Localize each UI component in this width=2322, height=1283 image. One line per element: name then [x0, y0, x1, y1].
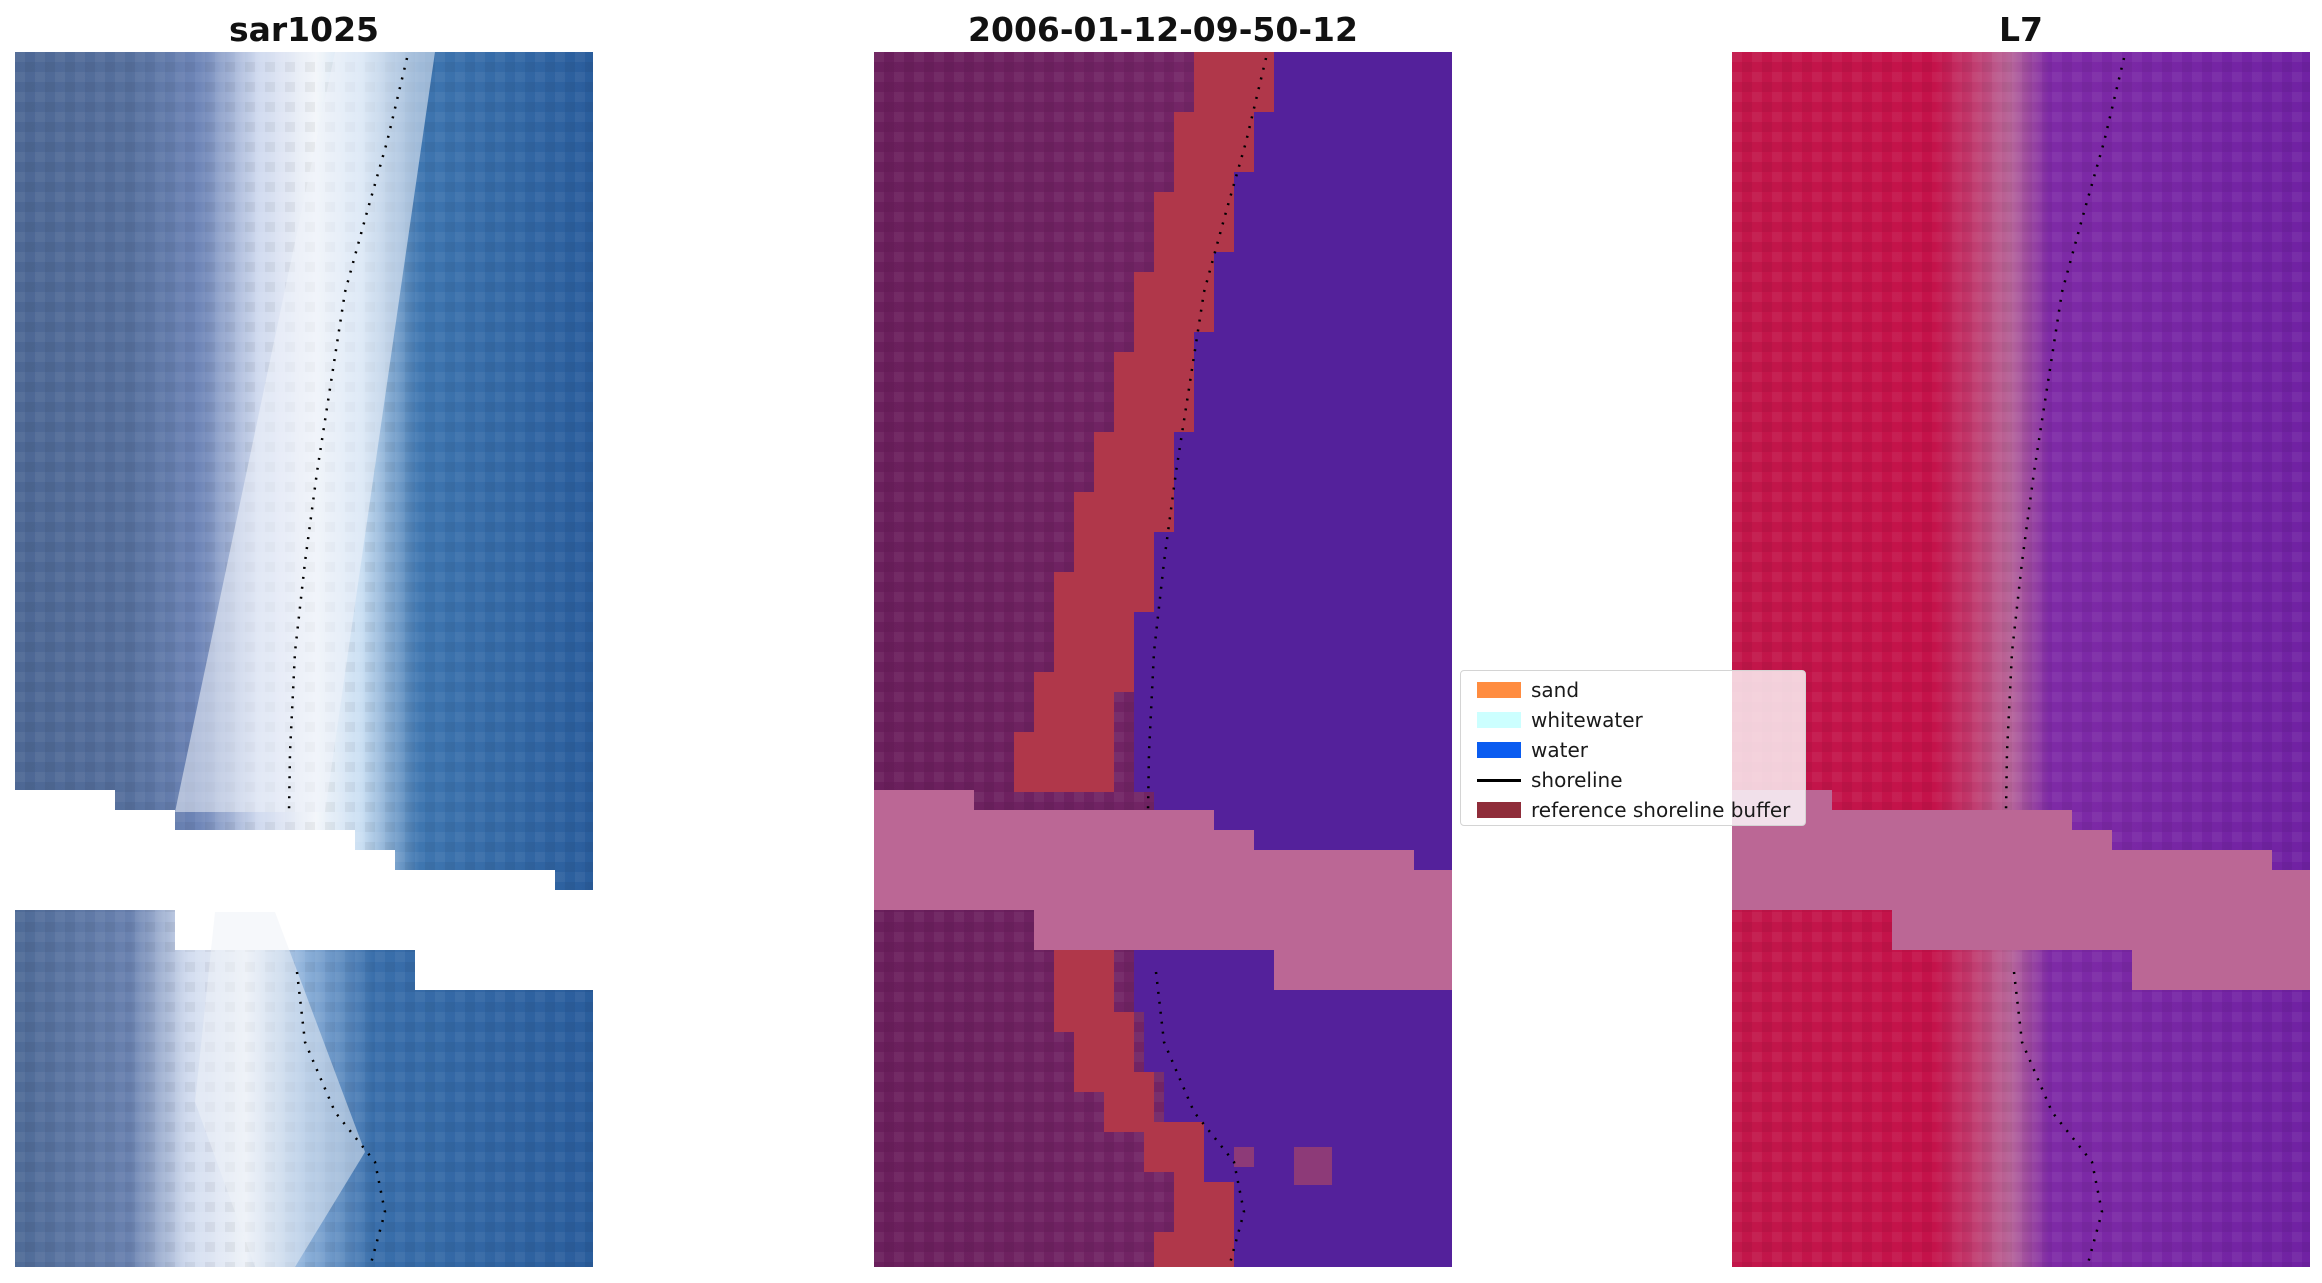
- rgb-image-panel: [15, 52, 593, 1267]
- panel-title-classification: 2006-01-12-09-50-12: [968, 10, 1358, 49]
- classification-panel: [874, 52, 1452, 1267]
- panel-title-rgb: sar1025: [228, 10, 380, 49]
- false-color-panel: [1732, 52, 2310, 1267]
- legend-label-sand: sand: [1531, 678, 1580, 702]
- legend-label-shoreline: shoreline: [1531, 768, 1623, 792]
- legend-label-whitewater: whitewater: [1531, 708, 1643, 732]
- legend-item-whitewater: whitewater: [1469, 706, 1803, 732]
- legend-item-reference-buffer: reference shoreline buffer: [1469, 796, 1803, 822]
- whitewater-swatch: [1477, 712, 1521, 728]
- reference-buffer-swatch: [1477, 802, 1521, 818]
- legend-item-water: water: [1469, 736, 1803, 762]
- legend-label-reference-buffer: reference shoreline buffer: [1531, 798, 1791, 822]
- sand-swatch: [1477, 682, 1521, 698]
- legend-label-water: water: [1531, 738, 1588, 762]
- water-swatch: [1477, 742, 1521, 758]
- legend-item-shoreline: shoreline: [1469, 766, 1803, 792]
- legend-item-sand: sand: [1469, 676, 1803, 702]
- panel-title-false-color: L7: [1999, 10, 2043, 49]
- shoreline-line-icon: [1477, 779, 1521, 782]
- legend: sand whitewater water shoreline referenc…: [1460, 670, 1806, 826]
